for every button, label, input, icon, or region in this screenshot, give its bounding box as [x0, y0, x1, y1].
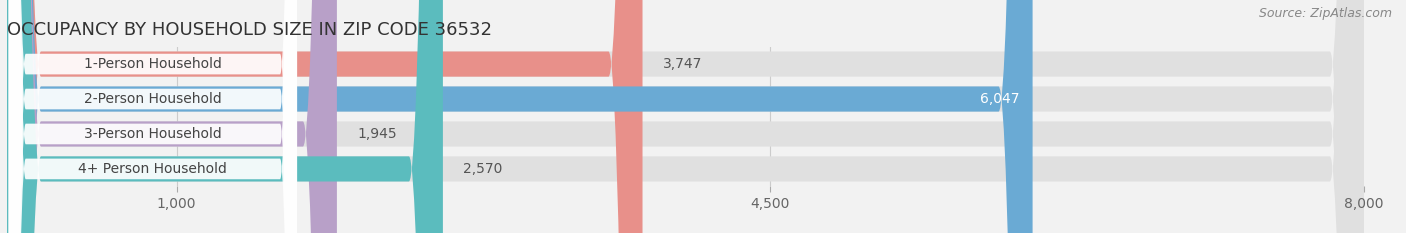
FancyBboxPatch shape	[8, 0, 297, 233]
Text: 4+ Person Household: 4+ Person Household	[79, 162, 228, 176]
Text: 3-Person Household: 3-Person Household	[84, 127, 222, 141]
Text: 1-Person Household: 1-Person Household	[84, 57, 222, 71]
FancyBboxPatch shape	[7, 0, 1364, 233]
Text: 2,570: 2,570	[463, 162, 502, 176]
Text: 6,047: 6,047	[980, 92, 1019, 106]
FancyBboxPatch shape	[7, 0, 1364, 233]
FancyBboxPatch shape	[7, 0, 1364, 233]
Text: Source: ZipAtlas.com: Source: ZipAtlas.com	[1258, 7, 1392, 20]
FancyBboxPatch shape	[7, 0, 1364, 233]
FancyBboxPatch shape	[8, 0, 297, 233]
FancyBboxPatch shape	[7, 0, 337, 233]
FancyBboxPatch shape	[7, 0, 1032, 233]
FancyBboxPatch shape	[8, 0, 297, 233]
Text: 1,945: 1,945	[357, 127, 396, 141]
Text: OCCUPANCY BY HOUSEHOLD SIZE IN ZIP CODE 36532: OCCUPANCY BY HOUSEHOLD SIZE IN ZIP CODE …	[7, 21, 492, 39]
FancyBboxPatch shape	[7, 0, 643, 233]
Text: 2-Person Household: 2-Person Household	[84, 92, 222, 106]
Text: 3,747: 3,747	[662, 57, 702, 71]
FancyBboxPatch shape	[8, 0, 297, 233]
FancyBboxPatch shape	[7, 0, 443, 233]
